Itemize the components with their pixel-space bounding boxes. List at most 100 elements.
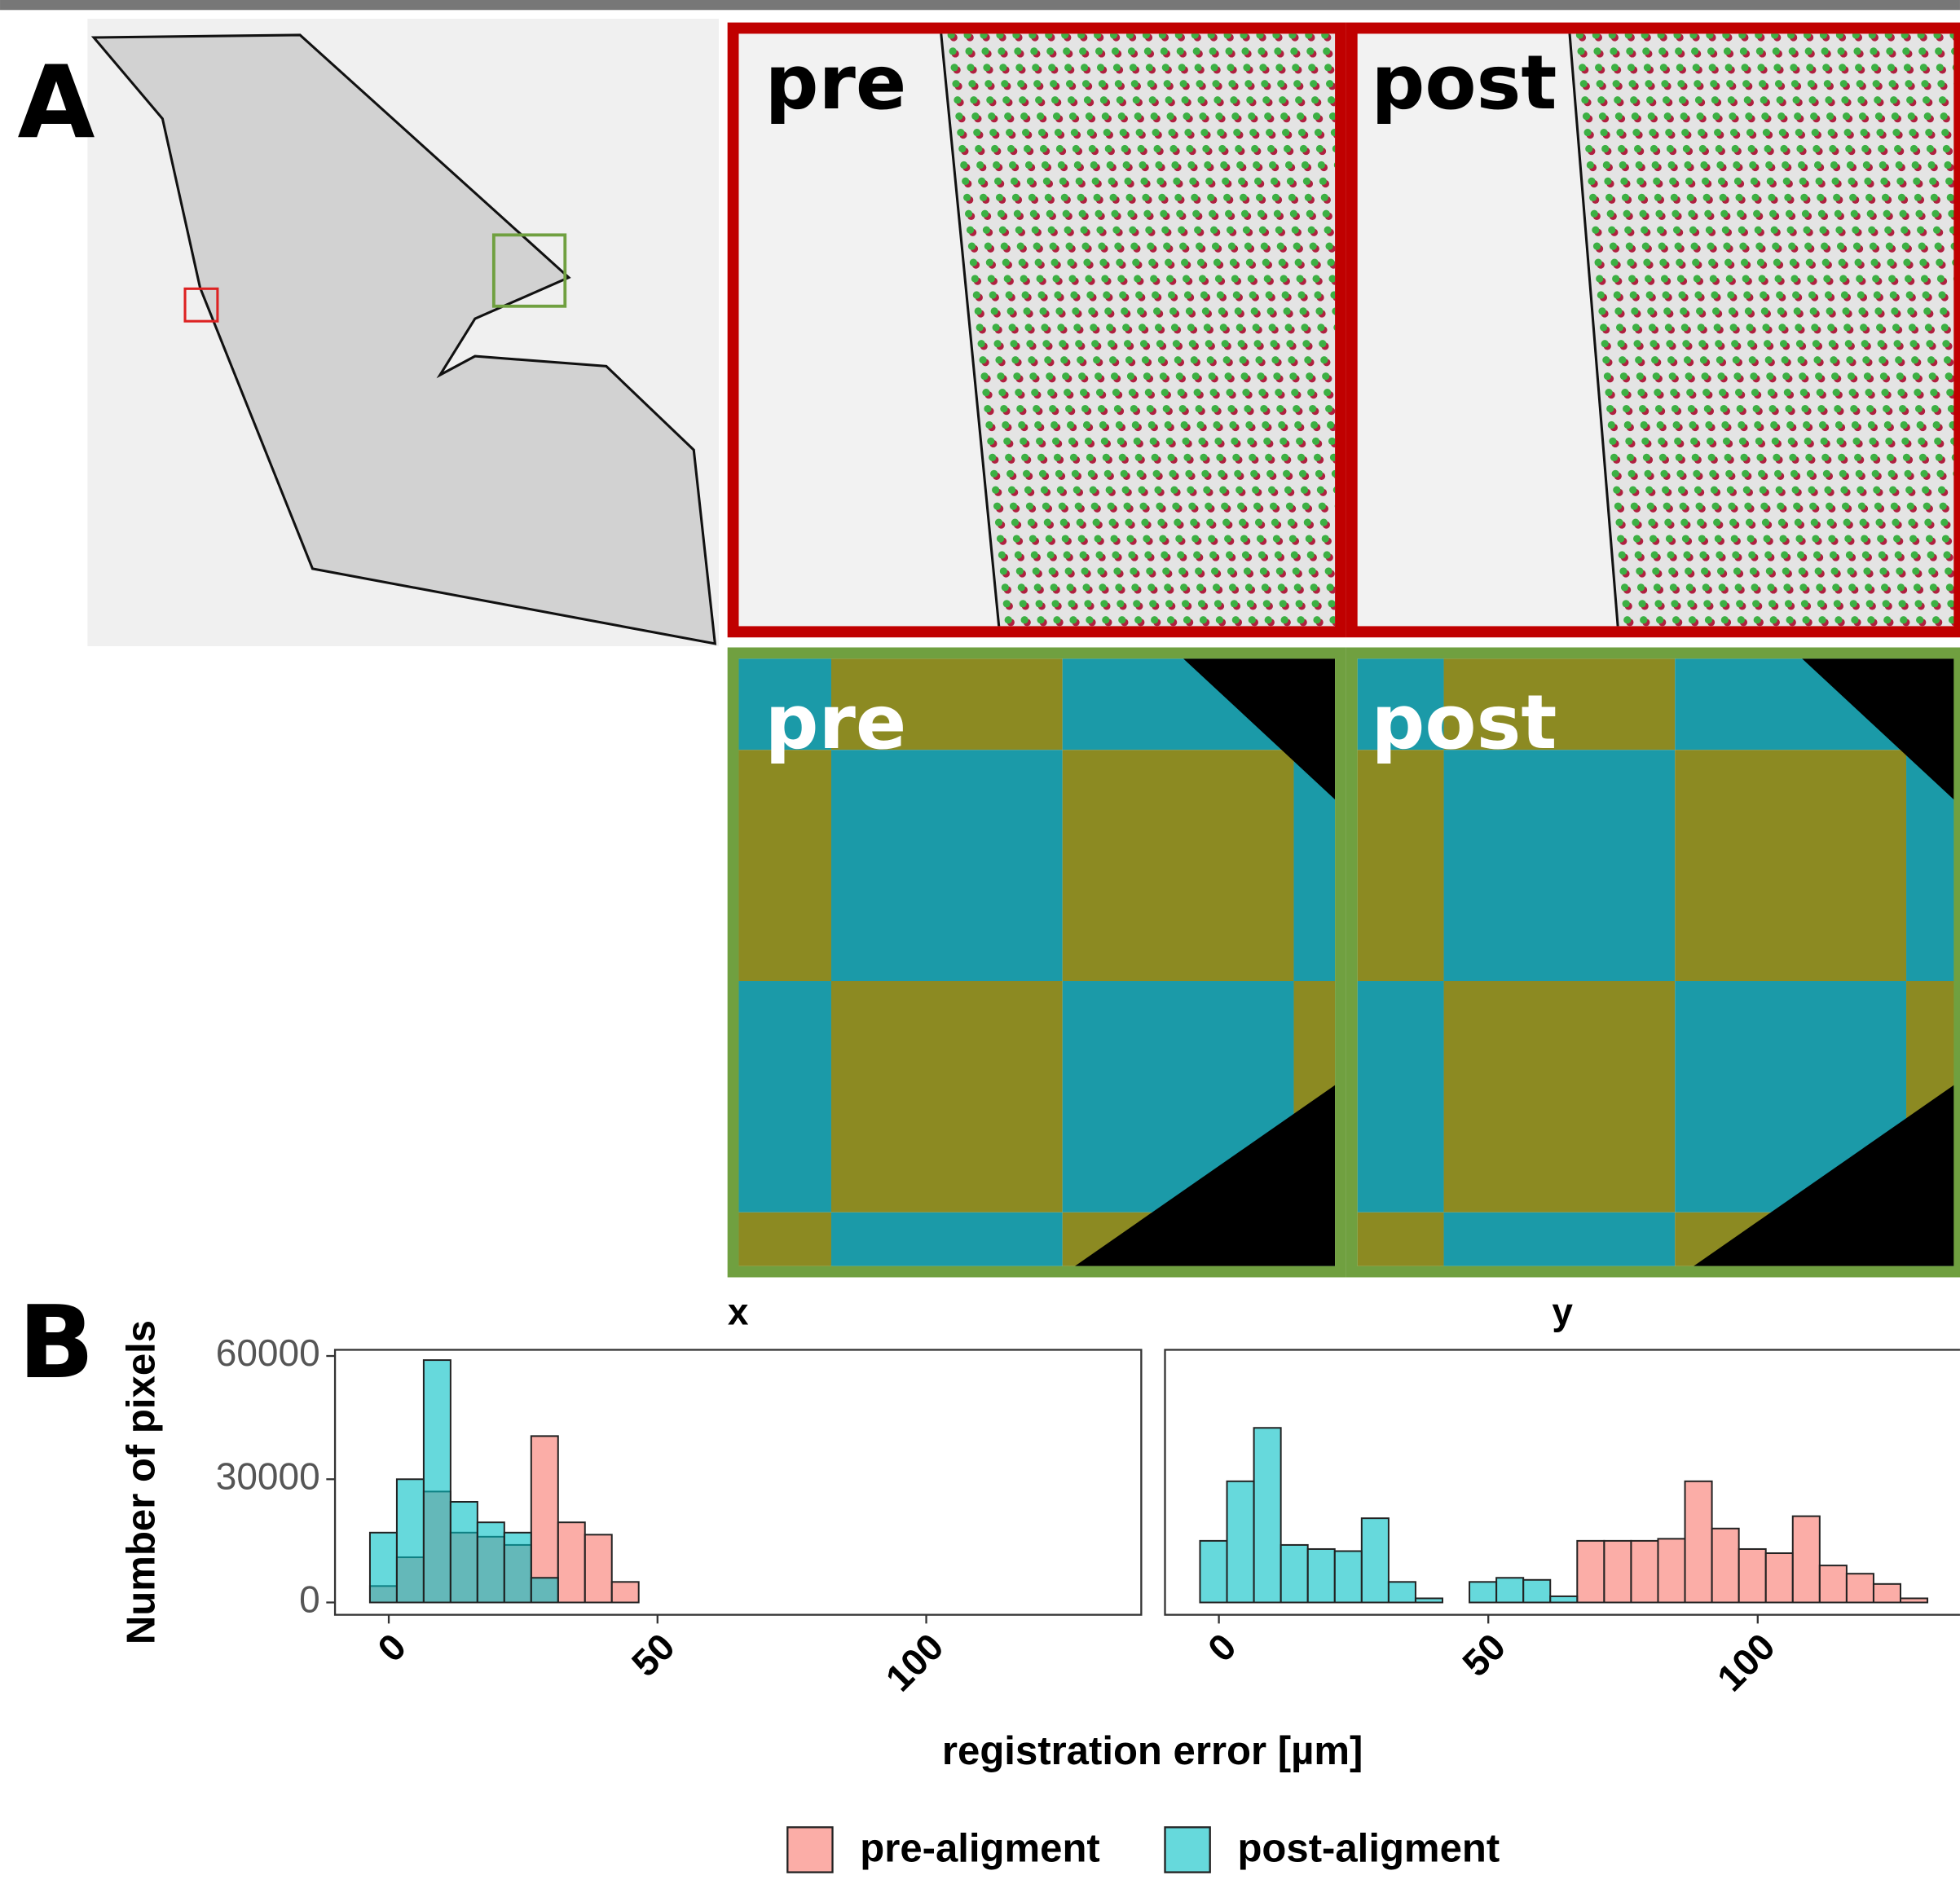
dot bbox=[1706, 227, 1713, 234]
dot bbox=[1700, 161, 1707, 169]
dot bbox=[1173, 340, 1180, 347]
dot bbox=[1248, 275, 1255, 282]
dot bbox=[1174, 519, 1181, 526]
dot bbox=[1733, 567, 1741, 574]
dot bbox=[1288, 194, 1296, 201]
dot bbox=[1760, 96, 1768, 103]
dot bbox=[1610, 47, 1617, 55]
dot bbox=[1636, 161, 1643, 169]
dot bbox=[1162, 567, 1169, 574]
dot bbox=[1796, 145, 1804, 152]
dot bbox=[1711, 503, 1719, 510]
dot bbox=[1818, 210, 1826, 218]
dot bbox=[1069, 616, 1077, 623]
dot bbox=[1003, 600, 1011, 607]
dot bbox=[1252, 486, 1259, 494]
dot bbox=[1700, 356, 1707, 363]
dot bbox=[1806, 258, 1813, 266]
dot bbox=[1765, 356, 1773, 363]
dot bbox=[1843, 324, 1851, 331]
dot bbox=[1143, 372, 1151, 380]
dot bbox=[1187, 486, 1194, 494]
dot bbox=[1839, 275, 1847, 282]
dot bbox=[1045, 194, 1052, 201]
dot bbox=[1840, 80, 1848, 87]
dot bbox=[1099, 258, 1107, 266]
dot bbox=[1226, 551, 1233, 558]
dot bbox=[1874, 291, 1881, 298]
dot bbox=[1635, 551, 1642, 558]
dot bbox=[1598, 307, 1605, 315]
dot bbox=[1157, 519, 1165, 526]
dot bbox=[1945, 372, 1953, 380]
dot bbox=[1231, 275, 1239, 282]
dot bbox=[1892, 519, 1899, 526]
dot bbox=[1649, 535, 1657, 542]
dot bbox=[1895, 551, 1902, 558]
dot bbox=[1852, 421, 1859, 429]
dot bbox=[1270, 503, 1277, 510]
dot bbox=[960, 161, 967, 169]
dot bbox=[1635, 356, 1642, 363]
dot bbox=[1230, 96, 1237, 103]
dot bbox=[1747, 340, 1755, 347]
dot bbox=[1310, 80, 1317, 87]
dot bbox=[1015, 389, 1022, 396]
dot bbox=[1150, 438, 1157, 445]
dot bbox=[1815, 567, 1822, 574]
dot bbox=[1691, 243, 1698, 250]
dot bbox=[1834, 616, 1842, 623]
dot bbox=[1048, 227, 1055, 234]
dot bbox=[1130, 405, 1138, 412]
dot bbox=[1313, 112, 1320, 120]
dot bbox=[1870, 243, 1877, 250]
dot bbox=[1189, 340, 1196, 347]
dot bbox=[1022, 291, 1029, 298]
dot bbox=[1874, 503, 1882, 510]
dot bbox=[1923, 503, 1931, 510]
dot bbox=[976, 324, 984, 331]
dot bbox=[1173, 178, 1180, 185]
dot bbox=[1595, 258, 1602, 266]
dot bbox=[1131, 583, 1139, 591]
legend-swatch bbox=[787, 1827, 832, 1872]
dot bbox=[1273, 535, 1280, 542]
dot bbox=[1085, 438, 1092, 445]
dot bbox=[1692, 258, 1699, 266]
dot bbox=[1129, 227, 1136, 234]
dot bbox=[1037, 454, 1045, 461]
dot bbox=[1861, 129, 1868, 136]
dot bbox=[1865, 194, 1873, 201]
dot bbox=[1880, 372, 1887, 380]
dot bbox=[1888, 470, 1896, 478]
dot bbox=[1694, 486, 1702, 494]
bar bbox=[397, 1479, 424, 1602]
dot bbox=[1199, 275, 1206, 282]
dot bbox=[1717, 567, 1724, 574]
dot bbox=[1114, 405, 1121, 412]
dot bbox=[1624, 227, 1632, 234]
dot bbox=[1873, 80, 1880, 87]
dot bbox=[1121, 307, 1128, 315]
dot bbox=[1222, 519, 1230, 526]
dot bbox=[1254, 340, 1262, 347]
dot bbox=[1872, 275, 1879, 282]
dot bbox=[1680, 307, 1687, 315]
dot bbox=[1070, 291, 1077, 298]
dot bbox=[1113, 567, 1121, 574]
inset-label: post bbox=[1372, 39, 1557, 126]
dot bbox=[1620, 178, 1627, 185]
dot bbox=[1185, 470, 1192, 478]
dot bbox=[1081, 227, 1088, 234]
dot bbox=[1790, 275, 1798, 282]
dot bbox=[1641, 421, 1648, 429]
bar bbox=[1389, 1582, 1416, 1602]
dot bbox=[1918, 243, 1926, 250]
dot bbox=[1883, 210, 1891, 218]
dot bbox=[1728, 96, 1735, 103]
dot bbox=[1636, 372, 1644, 380]
dot bbox=[1195, 567, 1202, 574]
dot bbox=[1055, 129, 1062, 136]
dot bbox=[1794, 307, 1801, 315]
bar bbox=[1362, 1518, 1389, 1602]
